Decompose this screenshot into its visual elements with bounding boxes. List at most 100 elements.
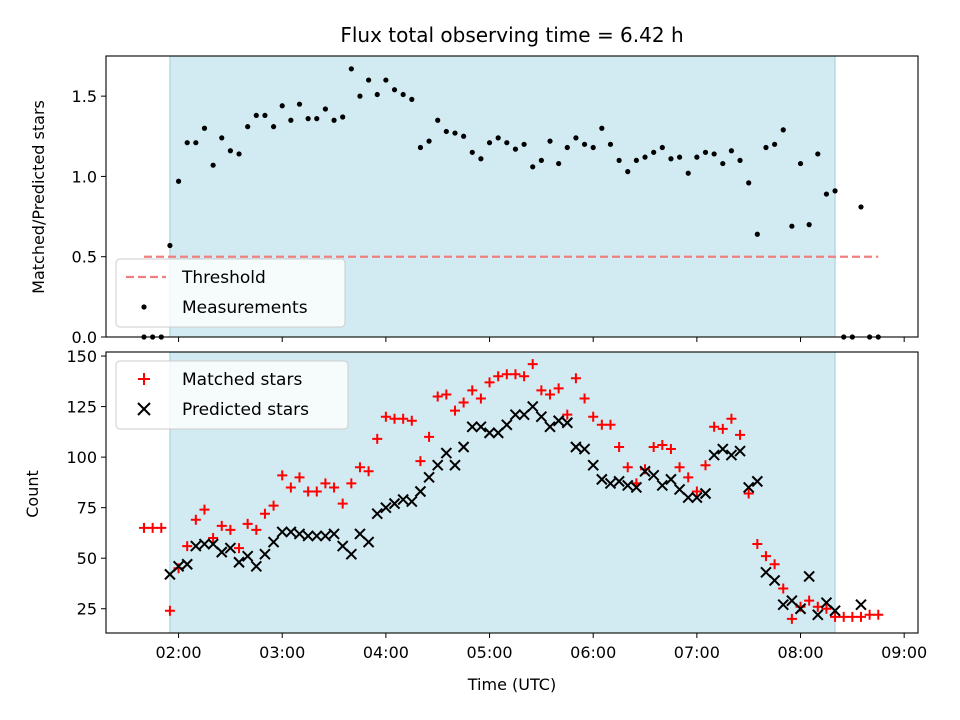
data-point <box>469 149 475 155</box>
data-point <box>630 481 643 494</box>
data-point <box>219 135 225 141</box>
bottom-y-axis-label: Count <box>23 470 42 518</box>
data-point <box>772 141 778 147</box>
data-point <box>406 415 417 426</box>
data-point <box>164 568 176 581</box>
data-point <box>415 456 426 467</box>
y-tick-label: 1.0 <box>72 167 97 186</box>
data-point <box>683 472 694 483</box>
data-point <box>319 530 332 542</box>
data-point <box>763 144 769 151</box>
legend-box <box>115 360 349 430</box>
data-point <box>345 548 358 560</box>
data-point <box>829 605 841 617</box>
data-point <box>294 472 305 483</box>
data-point <box>366 77 372 83</box>
y-tick-label: 100 <box>66 448 97 467</box>
data-point <box>251 524 262 535</box>
data-point <box>708 449 720 461</box>
y-tick-label: 125 <box>66 398 97 417</box>
data-point <box>717 443 729 455</box>
data-point <box>622 462 633 473</box>
data-point <box>388 497 401 510</box>
x-tick-label: 03:00 <box>259 643 305 662</box>
data-point <box>613 475 625 488</box>
data-point <box>467 385 478 396</box>
data-point <box>614 442 625 453</box>
data-point <box>734 445 746 457</box>
y-tick-label: 50 <box>77 549 97 568</box>
x-axis-label: Time (UTC) <box>467 675 556 694</box>
data-point <box>581 141 588 147</box>
data-point <box>659 144 665 151</box>
data-point <box>478 156 484 162</box>
data-point <box>512 146 519 152</box>
data-point <box>432 459 444 471</box>
legend-box <box>115 258 346 328</box>
data-point <box>794 603 807 615</box>
data-point <box>815 151 821 157</box>
data-point <box>754 231 760 237</box>
data-point <box>648 442 659 453</box>
data-point <box>288 117 294 123</box>
data-point <box>374 91 380 98</box>
data-point <box>201 125 208 131</box>
data-point <box>400 91 406 98</box>
data-point <box>694 154 700 160</box>
data-point <box>538 157 544 163</box>
data-point <box>457 441 470 453</box>
data-point <box>786 594 798 607</box>
data-point <box>527 359 538 370</box>
y-tick-label: 0.0 <box>72 328 97 347</box>
x-tick-label: 07:00 <box>674 643 720 662</box>
data-point <box>642 154 648 160</box>
data-point <box>175 178 182 184</box>
data-point <box>726 413 737 424</box>
data-point <box>435 117 441 123</box>
data-point <box>821 603 832 614</box>
data-point <box>250 560 263 572</box>
data-point <box>449 405 460 416</box>
data-point <box>357 93 363 99</box>
data-point <box>536 385 547 396</box>
data-point <box>414 485 427 498</box>
data-point <box>588 411 599 422</box>
data-point <box>587 459 599 471</box>
data-point <box>596 473 608 486</box>
data-point <box>590 144 596 151</box>
data-point <box>803 570 815 583</box>
data-point <box>665 473 677 486</box>
data-point <box>691 491 703 504</box>
data-point <box>354 528 366 540</box>
legend-label: Matched stars <box>182 370 302 390</box>
data-point <box>864 609 875 620</box>
data-point <box>556 160 562 167</box>
data-point <box>547 138 553 144</box>
data-point <box>314 116 320 122</box>
data-point <box>383 77 389 83</box>
data-point <box>709 421 720 432</box>
data-point <box>452 130 458 136</box>
data-point <box>519 371 530 382</box>
data-point <box>328 528 340 540</box>
data-point <box>441 389 452 400</box>
data-point <box>702 149 709 155</box>
data-point <box>751 475 764 488</box>
data-point <box>501 369 512 380</box>
data-point <box>780 127 786 133</box>
data-point <box>728 148 735 154</box>
data-point <box>372 433 383 444</box>
data-point <box>735 429 746 440</box>
data-point <box>253 112 259 119</box>
data-point <box>389 413 400 424</box>
data-point <box>320 478 331 489</box>
data-point <box>277 470 288 481</box>
data-point <box>486 140 493 146</box>
data-point <box>518 408 530 421</box>
data-point <box>164 605 175 616</box>
data-point <box>362 536 375 548</box>
data-point <box>553 383 564 394</box>
data-point <box>147 522 158 533</box>
data-point <box>337 498 348 509</box>
y-tick-label: 1.5 <box>72 87 97 106</box>
